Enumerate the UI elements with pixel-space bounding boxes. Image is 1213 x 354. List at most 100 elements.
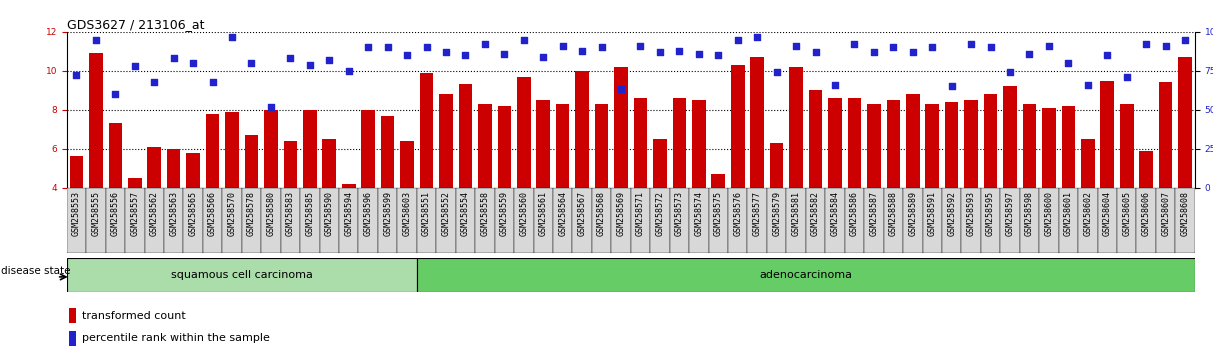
Text: squamous cell carcinoma: squamous cell carcinoma: [171, 270, 313, 280]
Bar: [594, 104, 609, 188]
Text: GSM258588: GSM258588: [889, 191, 898, 236]
Point: [144, 79, 164, 85]
Bar: [129, 178, 142, 188]
Bar: [731, 65, 745, 188]
Point: [553, 43, 573, 49]
Bar: [962, 188, 981, 253]
Bar: [222, 188, 241, 253]
Bar: [536, 100, 549, 188]
Bar: [86, 188, 106, 253]
Bar: [631, 188, 650, 253]
Point: [1137, 41, 1156, 47]
Text: GSM258582: GSM258582: [811, 191, 820, 236]
Bar: [573, 188, 592, 253]
Text: GSM258575: GSM258575: [713, 191, 723, 236]
Bar: [805, 188, 825, 253]
Bar: [280, 188, 300, 253]
Bar: [398, 188, 417, 253]
Point: [1020, 51, 1040, 57]
Text: GSM258603: GSM258603: [403, 191, 411, 236]
Bar: [650, 188, 670, 253]
Bar: [1098, 188, 1117, 253]
Text: GSM258599: GSM258599: [383, 191, 392, 236]
Point: [437, 49, 456, 55]
Point: [1059, 60, 1078, 66]
Text: GSM258600: GSM258600: [1044, 191, 1053, 236]
Text: GSM258602: GSM258602: [1083, 191, 1093, 236]
Bar: [592, 188, 611, 253]
Bar: [751, 57, 764, 188]
Text: GSM258576: GSM258576: [733, 191, 742, 236]
Bar: [1156, 188, 1175, 253]
Text: GSM258563: GSM258563: [169, 191, 178, 236]
Bar: [943, 188, 962, 253]
Bar: [245, 135, 258, 188]
Text: GSM258604: GSM258604: [1103, 191, 1112, 236]
Point: [475, 41, 495, 47]
Point: [241, 60, 261, 66]
Bar: [611, 188, 631, 253]
Text: GSM258585: GSM258585: [306, 191, 314, 236]
Point: [786, 43, 805, 49]
Point: [495, 51, 514, 57]
Text: GSM258562: GSM258562: [149, 191, 159, 236]
Bar: [556, 104, 569, 188]
Bar: [378, 188, 398, 253]
Bar: [633, 98, 648, 188]
Bar: [1078, 188, 1098, 253]
Point: [183, 60, 203, 66]
Bar: [693, 100, 706, 188]
Text: GSM258554: GSM258554: [461, 191, 469, 236]
Point: [514, 37, 534, 42]
Text: GSM258590: GSM258590: [325, 191, 334, 236]
Bar: [342, 184, 355, 188]
Bar: [575, 71, 590, 188]
Bar: [767, 188, 786, 253]
Bar: [420, 73, 433, 188]
Bar: [1175, 188, 1195, 253]
Text: GSM258595: GSM258595: [986, 191, 995, 236]
Bar: [164, 188, 183, 253]
Text: GSM258559: GSM258559: [500, 191, 508, 236]
Bar: [167, 149, 181, 188]
Point: [300, 62, 319, 67]
Text: GSM258560: GSM258560: [519, 191, 529, 236]
Point: [222, 34, 241, 39]
Point: [378, 45, 398, 50]
Bar: [125, 188, 144, 253]
Bar: [747, 188, 767, 253]
Text: GSM258587: GSM258587: [870, 191, 878, 236]
Text: disease state: disease state: [1, 266, 70, 276]
Text: GSM258567: GSM258567: [577, 191, 587, 236]
Text: GSM258552: GSM258552: [442, 191, 450, 236]
Text: GSM258591: GSM258591: [928, 191, 936, 236]
Bar: [106, 188, 125, 253]
Bar: [728, 188, 747, 253]
Text: GSM258586: GSM258586: [850, 191, 859, 236]
Bar: [187, 153, 200, 188]
Bar: [417, 188, 437, 253]
Text: GSM258553: GSM258553: [72, 191, 81, 236]
Bar: [361, 110, 375, 188]
Point: [1156, 43, 1175, 49]
Bar: [1158, 82, 1173, 188]
Text: GSM258561: GSM258561: [539, 191, 548, 236]
Point: [844, 41, 864, 47]
Point: [943, 84, 962, 89]
Point: [417, 45, 437, 50]
Bar: [69, 156, 84, 188]
Bar: [1003, 86, 1016, 188]
Point: [125, 63, 144, 69]
Bar: [359, 188, 378, 253]
Point: [203, 79, 222, 85]
Bar: [1120, 104, 1133, 188]
Bar: [261, 188, 280, 253]
Text: GSM258598: GSM258598: [1025, 191, 1033, 236]
Bar: [984, 94, 997, 188]
Point: [456, 52, 475, 58]
Bar: [672, 98, 687, 188]
Text: GSM258565: GSM258565: [189, 191, 198, 236]
Text: GSM258571: GSM258571: [636, 191, 645, 236]
Text: GSM258601: GSM258601: [1064, 191, 1072, 236]
Text: GSM258558: GSM258558: [480, 191, 489, 236]
